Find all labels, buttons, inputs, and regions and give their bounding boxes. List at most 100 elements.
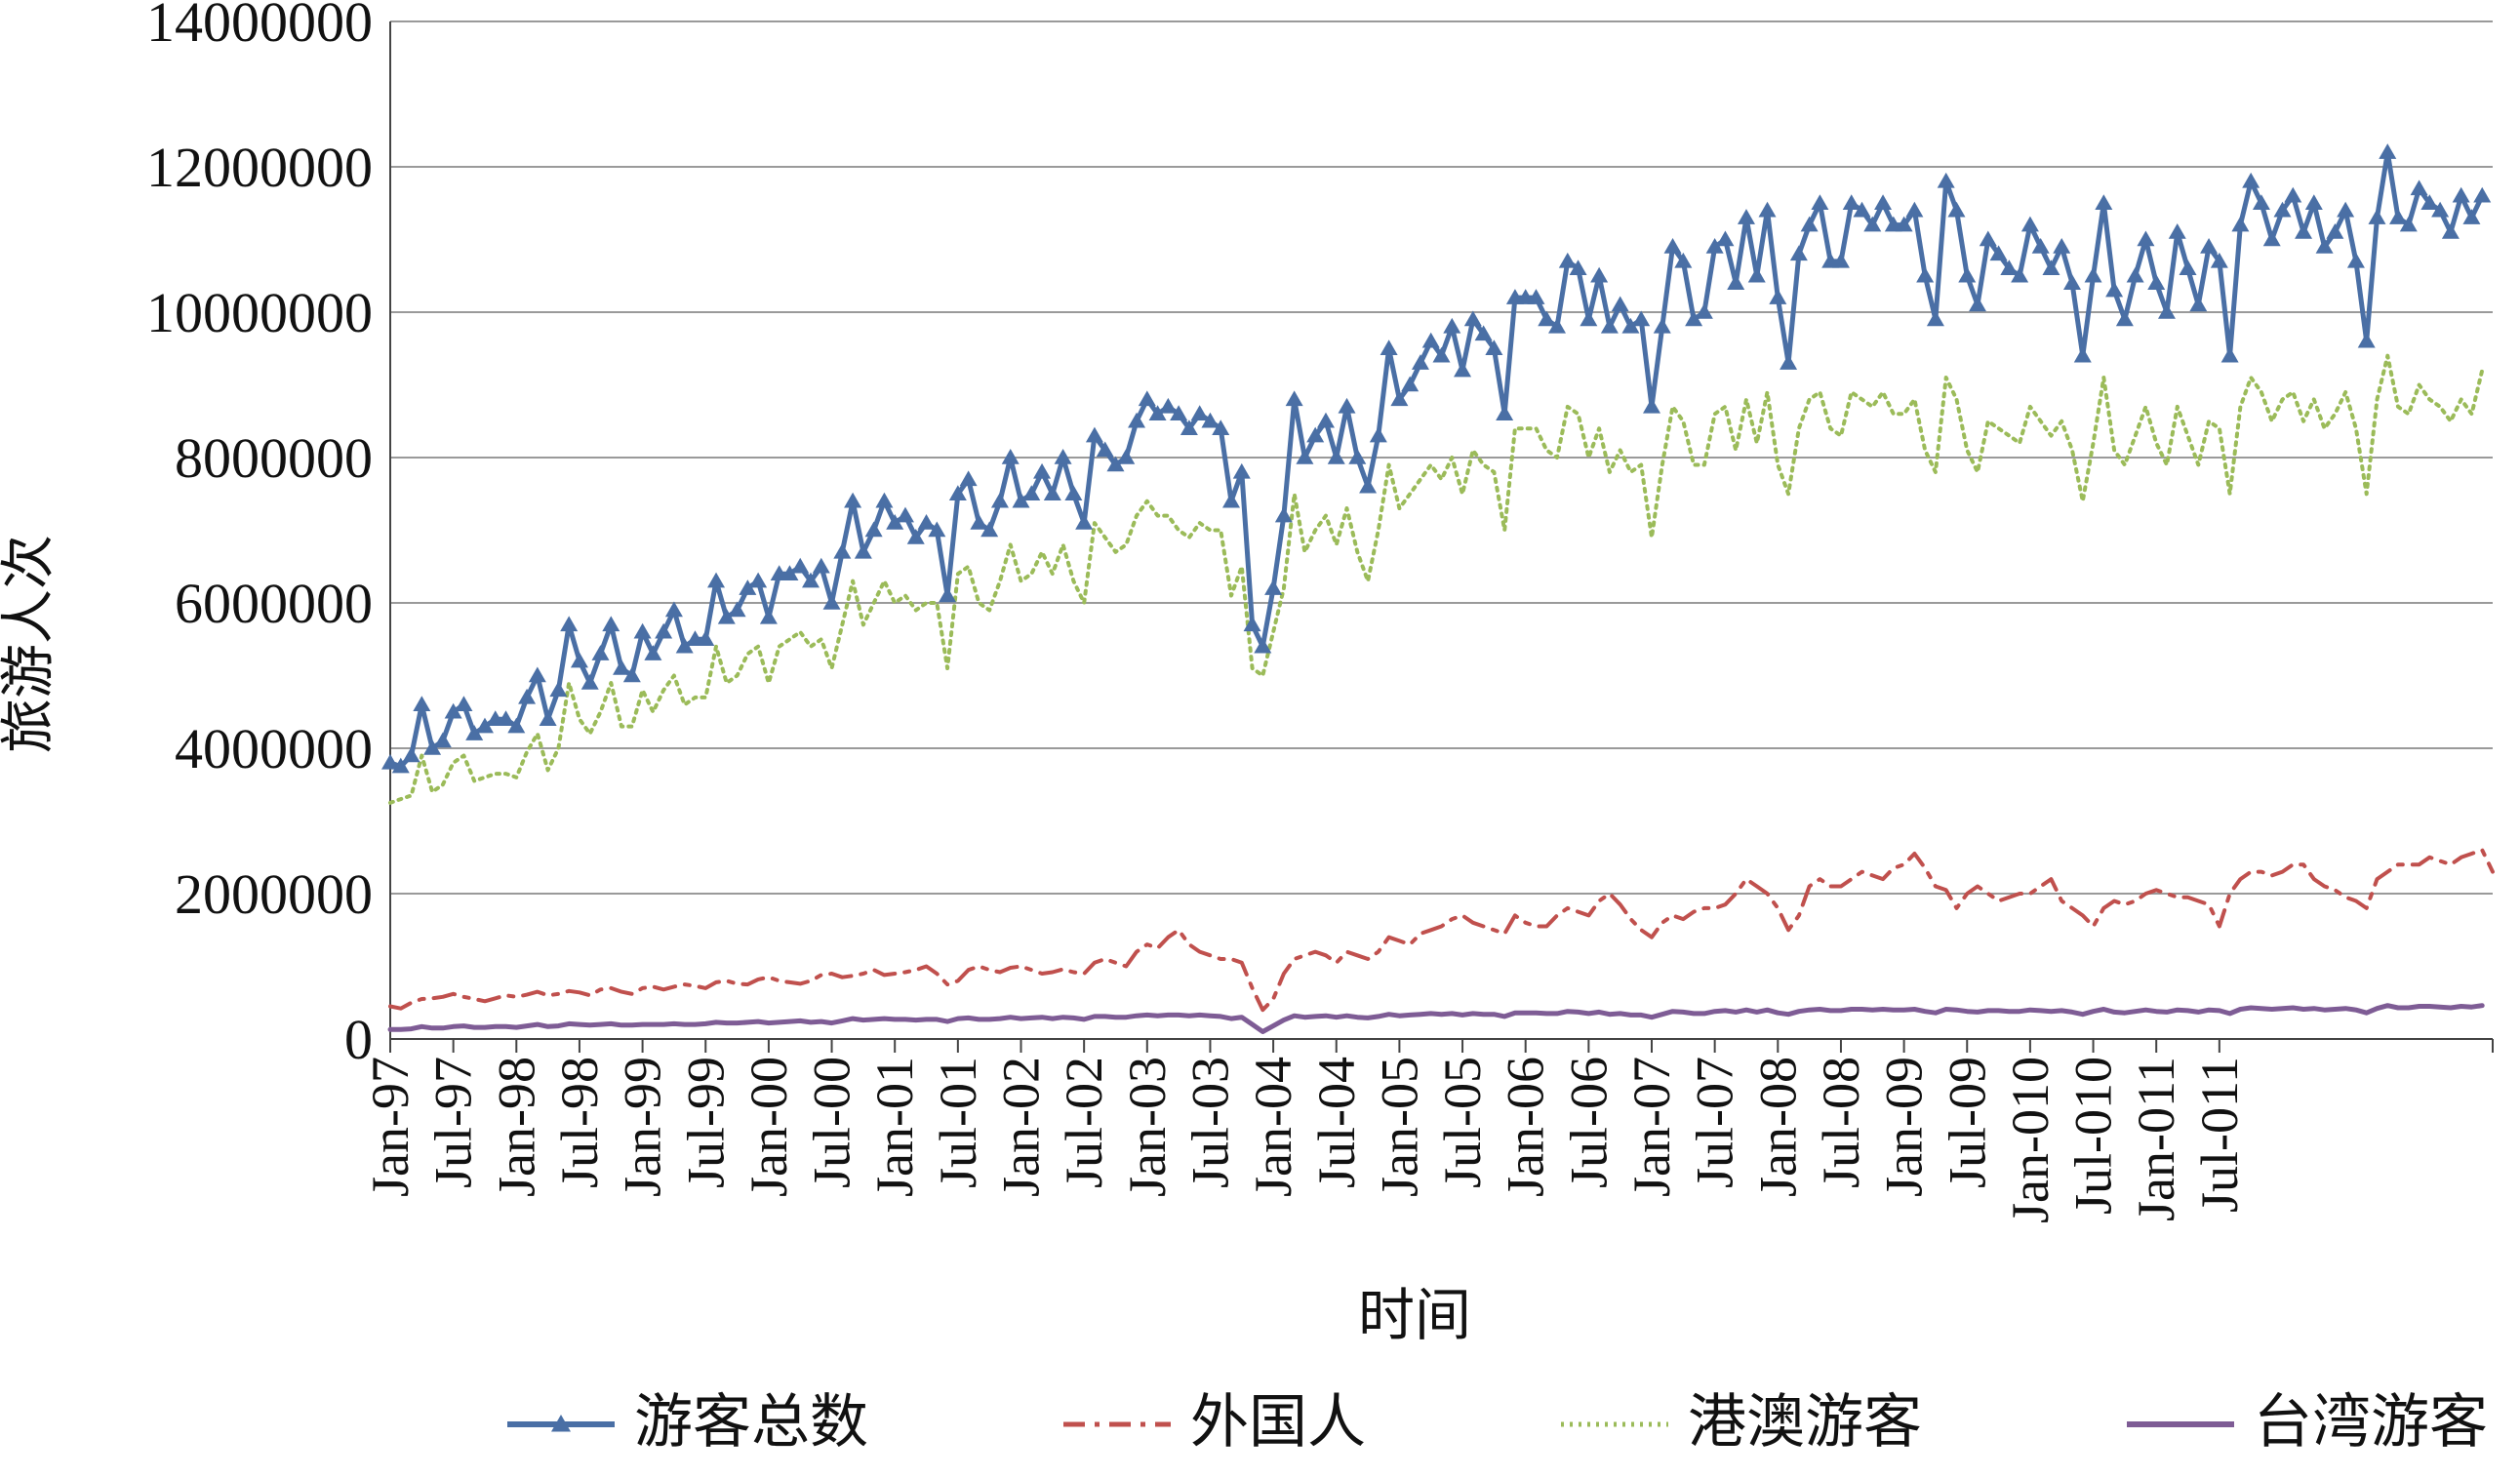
data-point-marker	[602, 616, 620, 632]
x-tick-label: Jul-05	[1433, 1057, 1492, 1188]
data-point-marker	[2462, 209, 2481, 224]
series-3	[388, 353, 2485, 805]
data-point-marker	[886, 514, 904, 530]
legend-item: 外国人	[1063, 1390, 1366, 1455]
data-point-marker	[1811, 194, 1829, 210]
data-point-marker	[465, 725, 484, 740]
data-point-marker	[2053, 237, 2071, 254]
data-point-marker	[570, 652, 588, 668]
data-point-marker	[423, 739, 442, 755]
data-point-marker	[2452, 186, 2470, 203]
data-point-marker	[1243, 616, 1261, 632]
data-point-marker	[759, 608, 778, 624]
data-point-marker	[1780, 354, 1798, 370]
x-axis-title: 时间	[1358, 1284, 1471, 1347]
data-point-marker	[1538, 310, 1556, 327]
data-point-marker	[2189, 296, 2208, 312]
data-point-marker	[948, 485, 967, 500]
data-point-marker	[1222, 492, 1240, 508]
data-point-marker	[655, 622, 673, 639]
x-tick-label: Jul-06	[1559, 1057, 1618, 1188]
data-point-marker	[1085, 426, 1103, 443]
data-point-marker	[2379, 143, 2397, 159]
data-point-marker	[854, 542, 872, 559]
data-point-marker	[1064, 485, 1083, 500]
data-point-marker	[1338, 397, 1356, 414]
data-point-marker	[1054, 449, 1072, 464]
x-tick-label: Jan-00	[740, 1057, 798, 1197]
data-point-marker	[896, 506, 914, 523]
data-point-marker	[2441, 223, 2460, 239]
data-point-marker	[1411, 354, 1429, 370]
data-point-marker	[591, 645, 610, 660]
data-point-marker	[613, 659, 631, 675]
legend-item: 港澳游客	[1561, 1390, 1922, 1455]
x-tick-label: Jul-010	[2064, 1057, 2123, 1215]
data-point-marker	[1390, 390, 1409, 407]
data-point-marker	[2473, 186, 2492, 203]
data-point-marker	[1401, 376, 1420, 392]
data-point-marker	[1348, 449, 1367, 464]
data-point-marker	[644, 645, 662, 660]
x-tick-label: Jul-02	[1055, 1057, 1113, 1188]
data-point-marker	[1106, 456, 1125, 472]
data-point-marker	[1916, 266, 1935, 283]
data-point-marker	[2157, 303, 2176, 319]
x-tick-label: Jul-01	[929, 1057, 987, 1188]
data-point-marker	[518, 688, 537, 704]
data-point-marker	[739, 579, 757, 595]
x-tick-label: Jan-97	[361, 1057, 420, 1197]
data-point-marker	[2168, 223, 2186, 239]
data-point-marker	[2231, 216, 2250, 232]
x-tick-label: Jul-97	[424, 1057, 483, 1188]
data-point-marker	[2179, 260, 2197, 276]
data-point-marker	[1800, 216, 1819, 232]
data-point-marker	[580, 673, 599, 690]
data-point-marker	[1685, 310, 1703, 327]
data-point-marker	[2252, 194, 2270, 210]
data-point-marker	[2295, 223, 2313, 239]
data-point-marker	[1432, 346, 1451, 363]
data-point-marker	[2147, 274, 2166, 290]
data-point-marker	[1747, 266, 1766, 283]
data-point-marker	[391, 757, 410, 774]
data-point-marker	[1632, 310, 1651, 327]
data-point-marker	[1727, 274, 1745, 290]
data-point-marker	[1180, 419, 1198, 435]
x-tick-label: Jul-011	[2190, 1057, 2249, 1213]
data-point-marker	[1569, 260, 1587, 276]
data-point-marker	[633, 622, 652, 639]
data-point-marker	[707, 572, 726, 588]
data-point-marker	[2368, 209, 2386, 224]
data-point-marker	[1096, 441, 1114, 458]
x-tick-label: Jan-010	[2001, 1057, 2060, 1223]
data-point-marker	[1527, 289, 1545, 304]
axis-layer: 0 2000000 4000000 6000000 8000000 10000000 120…	[146, 0, 2494, 1223]
data-point-marker	[455, 696, 473, 712]
series-line	[387, 1003, 2485, 1034]
legend: 游客总数 外国人 港澳游客 台湾游客	[507, 1390, 2488, 1455]
data-point-marker	[1212, 419, 1230, 435]
data-point-marker	[539, 710, 557, 726]
data-point-marker	[433, 732, 452, 748]
y-tick-label: 10000000	[146, 281, 373, 344]
data-point-marker	[1138, 390, 1156, 407]
data-point-marker	[675, 637, 694, 654]
x-tick-label: Jan-011	[2127, 1057, 2185, 1221]
data-point-marker	[906, 528, 925, 544]
data-point-marker	[1989, 245, 2008, 261]
y-tick-label: 4000000	[175, 717, 373, 780]
data-point-marker	[749, 572, 768, 588]
data-point-marker	[1075, 514, 1094, 530]
data-point-marker	[1853, 201, 1871, 218]
data-point-marker	[1653, 317, 1671, 334]
data-point-marker	[1380, 340, 1398, 355]
data-point-marker	[1454, 361, 1472, 378]
data-point-marker	[1842, 194, 1860, 210]
data-point-marker	[1496, 405, 1514, 421]
data-point-marker	[402, 746, 420, 763]
data-point-marker	[2273, 201, 2292, 218]
data-point-marker	[1443, 317, 1461, 334]
y-tick-label: 14000000	[146, 0, 373, 54]
data-point-marker	[1758, 201, 1777, 218]
